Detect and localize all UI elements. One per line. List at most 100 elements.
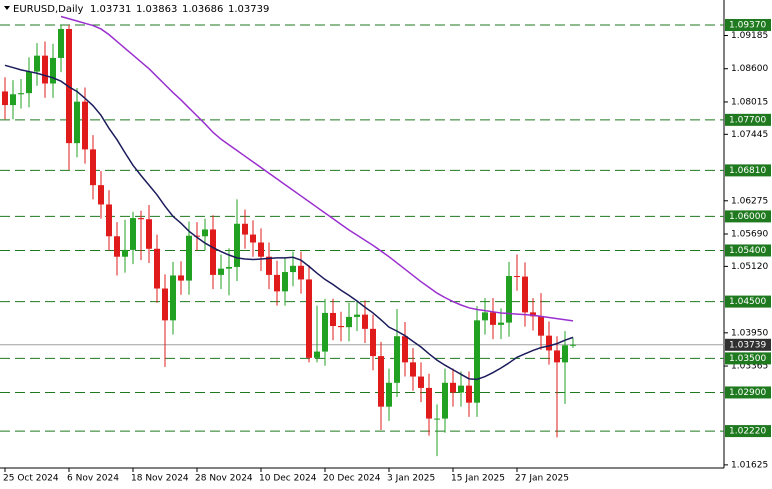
level-label: 1.07700 — [729, 115, 766, 125]
candle-body — [522, 276, 528, 313]
x-tick-label: 27 Jan 2025 — [515, 474, 569, 484]
candle-body — [18, 93, 24, 95]
candle-body — [330, 312, 336, 327]
candle-body — [386, 382, 392, 407]
candle-body — [98, 185, 104, 205]
candle-body — [146, 219, 152, 249]
candle-body — [362, 314, 368, 329]
candle-body — [498, 322, 504, 325]
candle-body — [42, 55, 48, 84]
candle-body — [370, 328, 376, 357]
level-box — [725, 18, 771, 31]
moving-average — [4, 64, 574, 381]
ohlc-high: 1.03863 — [136, 4, 177, 15]
level-box — [725, 352, 771, 365]
candle-body — [546, 335, 552, 351]
level-box — [725, 244, 771, 257]
candle-body — [322, 312, 328, 352]
y-tick-label: 1.09185 — [731, 31, 768, 41]
candle-body — [58, 28, 64, 58]
x-tick-label: 10 Dec 2024 — [259, 474, 317, 484]
level-label: 1.06000 — [729, 212, 766, 222]
candle-body — [514, 276, 520, 278]
level-box — [725, 425, 771, 438]
level-box — [725, 164, 771, 177]
candle-body — [170, 275, 176, 321]
candle-body — [114, 236, 120, 257]
level-box — [725, 113, 771, 126]
candle-body — [314, 351, 320, 358]
candle-body — [354, 314, 360, 317]
x-tick-label: 15 Jan 2025 — [451, 474, 505, 484]
candle-body — [34, 55, 40, 72]
candle-body — [210, 229, 216, 275]
candle-body — [122, 249, 128, 257]
x-tick-label: 28 Nov 2024 — [195, 474, 253, 484]
candle-body — [154, 248, 160, 289]
candle-body — [178, 275, 184, 281]
candle-body — [402, 336, 408, 363]
candle-body — [234, 223, 240, 267]
candle-body — [50, 57, 56, 84]
x-tick-label: 25 Oct 2024 — [3, 474, 59, 484]
candle-body — [346, 316, 352, 328]
y-tick-label: 1.03950 — [731, 328, 768, 338]
x-tick-label: 20 Dec 2024 — [323, 474, 381, 484]
y-tick-label: 1.01625 — [731, 460, 768, 470]
level-label: 1.02220 — [729, 427, 766, 437]
y-tick-label: 1.03365 — [731, 362, 768, 372]
candle-body — [298, 265, 304, 280]
candle-body — [306, 279, 312, 358]
candle-body — [410, 362, 416, 377]
candle-body — [186, 235, 192, 281]
candle-body — [74, 101, 80, 144]
level-box — [725, 295, 771, 308]
candle-body — [506, 276, 512, 323]
candle-body — [10, 94, 16, 106]
level-label: 1.02900 — [729, 388, 766, 398]
candle-body — [378, 356, 384, 407]
candle-body — [162, 288, 168, 321]
candle-body — [530, 312, 536, 317]
candle-body — [130, 218, 136, 250]
symbol: EURUSD,Daily — [13, 4, 84, 15]
candle-body — [138, 218, 144, 220]
y-tick-label: 1.06275 — [731, 196, 768, 206]
candle-body — [554, 350, 560, 363]
candle-body — [26, 71, 32, 94]
candle-body — [458, 385, 464, 393]
candle-body — [562, 345, 568, 363]
candle-body — [338, 326, 344, 328]
candle-body — [266, 256, 272, 275]
x-tick-label: 6 Nov 2024 — [67, 474, 119, 484]
level-label: 1.03500 — [729, 354, 766, 364]
y-tick-label: 1.08600 — [731, 64, 768, 74]
x-tick-label: 18 Nov 2024 — [131, 474, 189, 484]
candle-body — [242, 223, 248, 235]
moving-average — [60, 15, 574, 322]
menu-arrow[interactable] — [4, 6, 10, 10]
ohlc-close: 1.03739 — [228, 4, 269, 15]
y-tick-label: 1.08015 — [731, 97, 768, 107]
candle-body — [258, 242, 264, 257]
price-label: 1.03739 — [729, 340, 766, 350]
candle-body — [442, 382, 448, 419]
candle-body — [2, 91, 8, 106]
candle-body — [106, 204, 112, 237]
ohlc-low: 1.03686 — [182, 4, 223, 15]
level-label: 1.04500 — [729, 297, 766, 307]
candle-body — [90, 149, 96, 186]
candle-body — [482, 312, 488, 321]
candle-body — [426, 387, 432, 419]
candle-body — [202, 229, 208, 237]
candle-body — [194, 235, 200, 237]
candle-body — [466, 385, 472, 403]
level-label: 1.09370 — [729, 20, 766, 30]
candle-body — [570, 344, 576, 346]
candle-body — [282, 272, 288, 292]
candle-body — [474, 320, 480, 403]
level-label: 1.05400 — [729, 246, 766, 256]
candle-body — [394, 336, 400, 383]
candle-body — [538, 316, 544, 336]
